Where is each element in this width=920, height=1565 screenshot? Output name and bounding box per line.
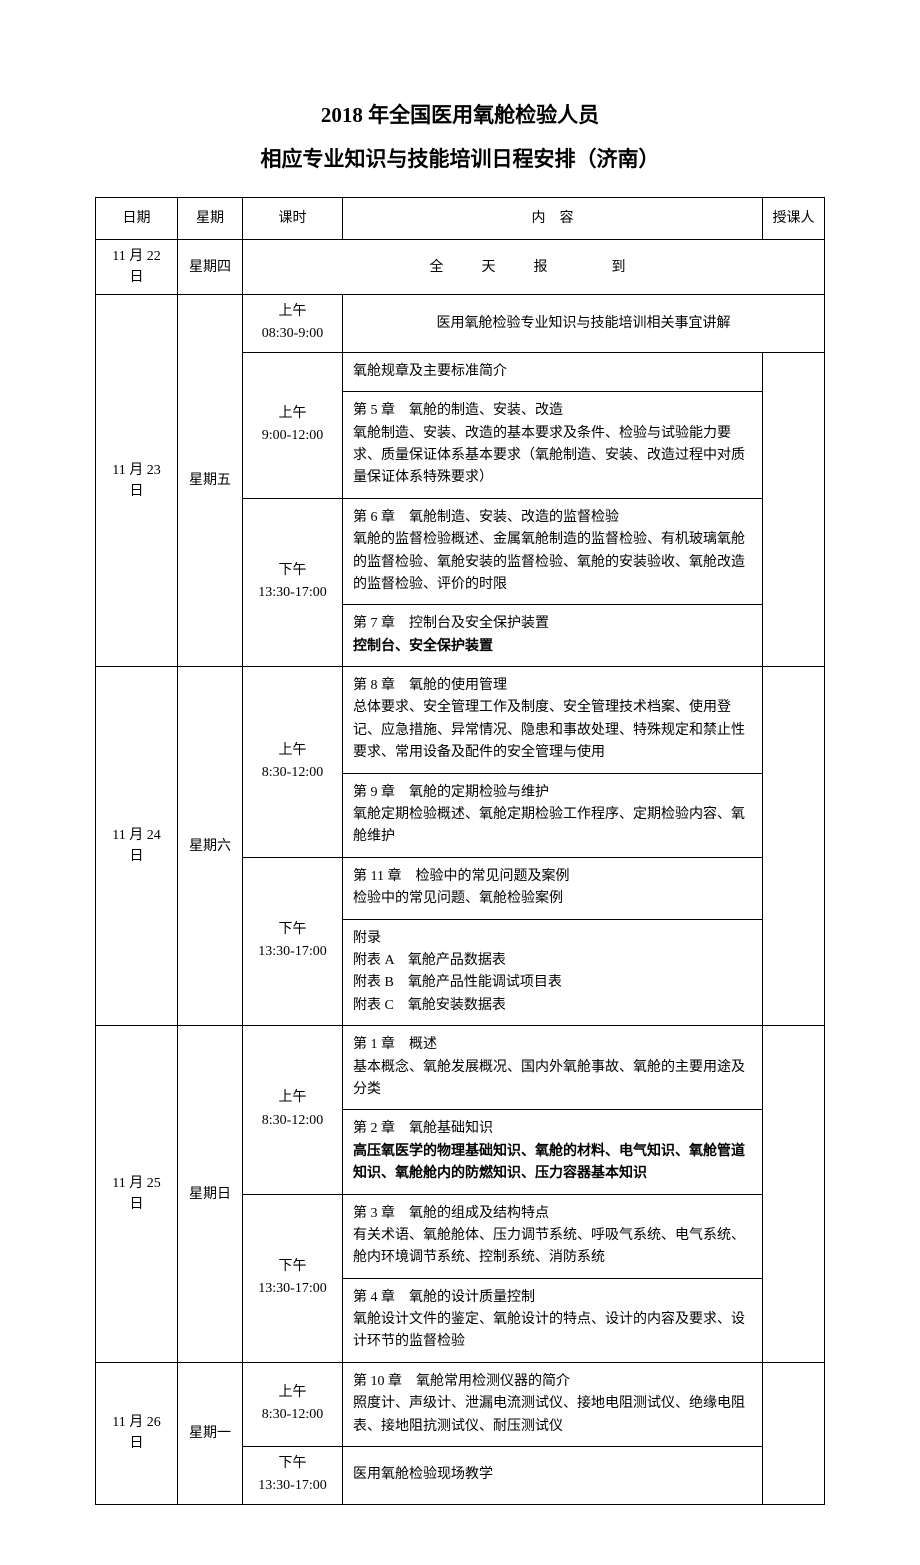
- session-time: 08:30-9:00: [262, 326, 323, 341]
- session-cell: 上午 8:30-12:00: [243, 667, 343, 858]
- session-period: 上午: [279, 743, 307, 758]
- content-cell: 第 2 章 氧舱基础知识 高压氧医学的物理基础知识、氧舱的材料、电气知识、氧舱管…: [343, 1110, 763, 1194]
- content-cell: 第 10 章 氧舱常用检测仪器的简介照度计、声级计、泄漏电流测试仪、接地电阻测试…: [343, 1362, 763, 1446]
- date-cell: 11 月 24 日: [96, 667, 178, 1026]
- content-line: 第 7 章 控制台及安全保护装置: [353, 616, 549, 631]
- date-cell: 11 月 22 日: [96, 240, 178, 295]
- session-period: 下午: [279, 1259, 307, 1274]
- session-period: 上午: [279, 304, 307, 319]
- session-cell: 上午 8:30-12:00: [243, 1362, 343, 1446]
- header-date: 日期: [96, 198, 178, 240]
- session-time: 13:30-17:00: [258, 1478, 326, 1493]
- content-cell: 医用氧舱检验现场教学: [343, 1447, 763, 1505]
- content-line-bold: 高压氧医学的物理基础知识、氧舱的材料、电气知识、氧舱管道知识、氧舱舱内的防燃知识…: [353, 1144, 745, 1181]
- header-weekday: 星期: [178, 198, 243, 240]
- session-time: 8:30-12:00: [262, 1407, 323, 1422]
- session-time: 8:30-12:00: [262, 765, 323, 780]
- session-cell: 下午 13:30-17:00: [243, 1447, 343, 1505]
- session-period: 下午: [279, 563, 307, 578]
- table-row: 11 月 23 日 星期五 上午 08:30-9:00 医用氧舱检验专业知识与技…: [96, 295, 825, 353]
- session-cell: 上午 08:30-9:00: [243, 295, 343, 353]
- session-period: 下午: [279, 1456, 307, 1471]
- table-row: 11 月 22 日 星期四 全 天 报 到: [96, 240, 825, 295]
- content-line: 第 2 章 氧舱基础知识: [353, 1121, 493, 1136]
- lecturer-cell: [763, 667, 825, 1026]
- content-line-bold: 控制台、安全保护装置: [353, 639, 493, 654]
- full-day-registration: 全 天 报 到: [243, 240, 825, 295]
- weekday-cell: 星期日: [178, 1026, 243, 1363]
- lecturer-cell: [763, 1362, 825, 1504]
- session-cell: 下午 13:30-17:00: [243, 857, 343, 1025]
- content-cell: 第 9 章 氧舱的定期检验与维护氧舱定期检验概述、氧舱定期检验工作程序、定期检验…: [343, 773, 763, 857]
- session-time: 13:30-17:00: [258, 944, 326, 959]
- date-cell: 11 月 26 日: [96, 1362, 178, 1504]
- content-cell: 第 6 章 氧舱制造、安装、改造的监督检验氧舱的监督检验概述、金属氧舱制造的监督…: [343, 498, 763, 605]
- session-cell: 下午 13:30-17:00: [243, 498, 343, 666]
- session-time: 13:30-17:00: [258, 585, 326, 600]
- date-cell: 11 月 23 日: [96, 295, 178, 667]
- content-cell: 第 1 章 概述基本概念、氧舱发展概况、国内外氧舱事故、氧舱的主要用途及分类: [343, 1026, 763, 1110]
- session-cell: 上午 9:00-12:00: [243, 352, 343, 498]
- table-header-row: 日期 星期 课时 内 容 授课人: [96, 198, 825, 240]
- header-content: 内 容: [343, 198, 763, 240]
- session-period: 上午: [279, 1090, 307, 1105]
- session-period: 下午: [279, 922, 307, 937]
- session-time: 13:30-17:00: [258, 1281, 326, 1296]
- table-row: 11 月 24 日 星期六 上午 8:30-12:00 第 8 章 氧舱的使用管…: [96, 667, 825, 774]
- lecturer-cell: [763, 1026, 825, 1363]
- header-session: 课时: [243, 198, 343, 240]
- content-cell: 第 8 章 氧舱的使用管理总体要求、安全管理工作及制度、安全管理技术档案、使用登…: [343, 667, 763, 774]
- session-period: 上午: [279, 1385, 307, 1400]
- date-cell: 11 月 25 日: [96, 1026, 178, 1363]
- content-cell: 第 4 章 氧舱的设计质量控制氧舱设计文件的鉴定、氧舱设计的特点、设计的内容及要…: [343, 1278, 763, 1362]
- content-cell: 第 11 章 检验中的常见问题及案例检验中的常见问题、氧舱检验案例: [343, 857, 763, 919]
- content-cell: 第 5 章 氧舱的制造、安装、改造氧舱制造、安装、改造的基本要求及条件、检验与试…: [343, 392, 763, 499]
- lecturer-cell: [763, 352, 825, 666]
- session-period: 上午: [279, 406, 307, 421]
- weekday-cell: 星期五: [178, 295, 243, 667]
- content-cell: 医用氧舱检验专业知识与技能培训相关事宜讲解: [343, 295, 825, 353]
- table-row: 11 月 25 日 星期日 上午 8:30-12:00 第 1 章 概述基本概念…: [96, 1026, 825, 1110]
- content-cell: 附录附表 A 氧舱产品数据表附表 B 氧舱产品性能调试项目表附表 C 氧舱安装数…: [343, 919, 763, 1026]
- page-subtitle: 相应专业知识与技能培训日程安排（济南）: [95, 144, 825, 176]
- content-cell: 氧舱规章及主要标准简介: [343, 352, 763, 391]
- session-cell: 下午 13:30-17:00: [243, 1194, 343, 1362]
- schedule-table: 日期 星期 课时 内 容 授课人 11 月 22 日 星期四 全 天 报 到 1…: [95, 197, 825, 1505]
- table-row: 11 月 26 日 星期一 上午 8:30-12:00 第 10 章 氧舱常用检…: [96, 1362, 825, 1446]
- header-lecturer: 授课人: [763, 198, 825, 240]
- content-cell: 第 3 章 氧舱的组成及结构特点有关术语、氧舱舱体、压力调节系统、呼吸气系统、电…: [343, 1194, 763, 1278]
- weekday-cell: 星期六: [178, 667, 243, 1026]
- page-title: 2018 年全国医用氧舱检验人员: [95, 100, 825, 132]
- session-time: 9:00-12:00: [262, 428, 323, 443]
- weekday-cell: 星期四: [178, 240, 243, 295]
- session-time: 8:30-12:00: [262, 1113, 323, 1128]
- content-cell: 第 7 章 控制台及安全保护装置 控制台、安全保护装置: [343, 605, 763, 667]
- weekday-cell: 星期一: [178, 1362, 243, 1504]
- session-cell: 上午 8:30-12:00: [243, 1026, 343, 1194]
